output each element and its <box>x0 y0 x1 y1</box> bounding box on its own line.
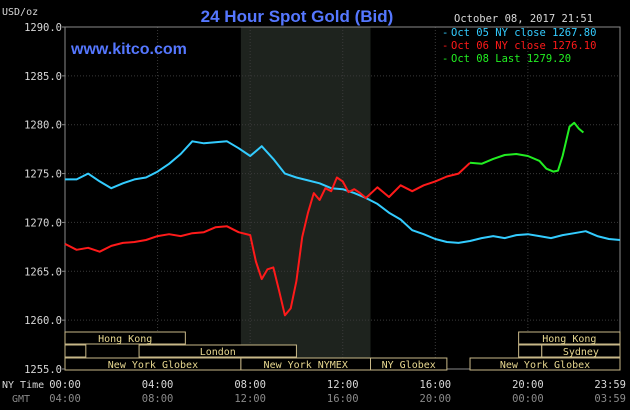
legend-dash: - <box>442 40 448 52</box>
legend-entry: Oct 08 Last 1279.20 <box>451 53 571 65</box>
session-label: New York Globex <box>500 360 590 371</box>
price-series-line <box>469 121 585 173</box>
chart-title: 24 Hour Spot Gold (Bid) <box>201 7 394 26</box>
session-box <box>64 344 87 358</box>
x-tick-label-gmt: 00:00 <box>512 393 544 405</box>
legend-dash: - <box>442 27 448 39</box>
x-tick-label-gmt: 20:00 <box>420 393 452 405</box>
x-tick-label-ny: 04:00 <box>142 379 174 391</box>
gmt-axis-label: GMT <box>12 394 30 405</box>
session-label: Hong Kong <box>98 334 152 345</box>
price-series-line <box>64 162 471 317</box>
y-tick-label: 1270.0 <box>24 217 62 229</box>
x-tick-label-ny: 23:59 <box>594 379 626 391</box>
session-label: Hong Kong <box>542 334 596 345</box>
y-tick-label: 1290.0 <box>24 22 62 34</box>
session-label: New York NYMEX <box>264 360 348 371</box>
session-box <box>64 331 186 345</box>
y-tick-label: 1255.0 <box>24 364 62 376</box>
x-tick-label-ny: 00:00 <box>49 379 81 391</box>
ny-time-axis-label: NY Time <box>2 380 44 391</box>
x-tick-label-gmt: 12:00 <box>234 393 266 405</box>
x-tick-label-gmt: 08:00 <box>142 393 174 405</box>
kitco-watermark: www.kitco.com <box>70 41 187 58</box>
x-tick-label-ny: 08:00 <box>234 379 266 391</box>
legend-entry: Oct 05 NY close 1267.80 <box>451 27 596 39</box>
y-tick-label: 1275.0 <box>24 169 62 181</box>
session-label: NY Globex <box>382 360 436 371</box>
chart-timestamp: October 08, 2017 21:51 <box>454 13 593 25</box>
y-tick-label: 1280.0 <box>24 120 62 132</box>
x-tick-label-gmt: 03:59 <box>594 393 626 405</box>
session-box <box>518 331 621 345</box>
session-label: Sydney <box>563 347 599 358</box>
session-box <box>541 344 621 358</box>
session-box <box>370 357 448 371</box>
y-tick-label: 1285.0 <box>24 71 62 83</box>
session-label: New York Globex <box>108 360 198 371</box>
legend-dash: - <box>442 53 448 65</box>
legend-entry: Oct 06 NY close 1276.10 <box>451 40 596 52</box>
price-series-line <box>65 140 621 244</box>
session-label: London <box>200 347 236 358</box>
x-tick-label-gmt: 16:00 <box>327 393 359 405</box>
session-box <box>469 357 621 371</box>
y-tick-label: 1260.0 <box>24 315 62 327</box>
x-tick-label-gmt: 04:00 <box>49 393 81 405</box>
nymex-shaded-region <box>240 27 371 369</box>
x-tick-label-ny: 20:00 <box>512 379 544 391</box>
x-tick-label-ny: 16:00 <box>420 379 452 391</box>
y-axis-unit-label: USD/oz <box>2 7 38 18</box>
session-box <box>138 344 297 358</box>
session-box <box>518 344 543 358</box>
x-tick-label-ny: 12:00 <box>327 379 359 391</box>
y-tick-label: 1265.0 <box>24 266 62 278</box>
